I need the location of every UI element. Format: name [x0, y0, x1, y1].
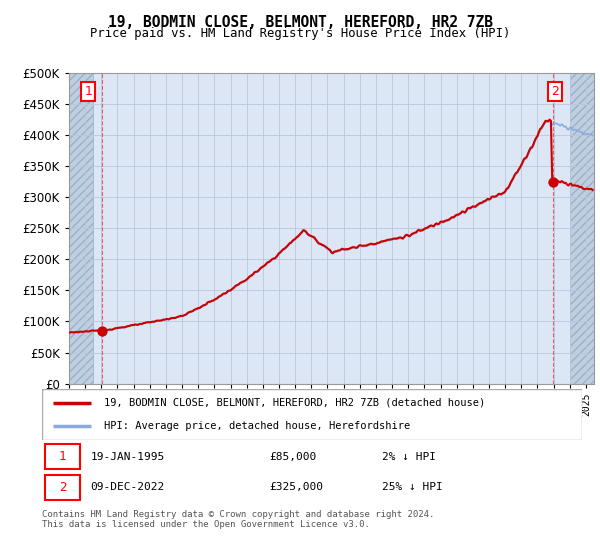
Text: £325,000: £325,000 — [269, 483, 323, 492]
Text: Contains HM Land Registry data © Crown copyright and database right 2024.
This d: Contains HM Land Registry data © Crown c… — [42, 510, 434, 529]
Bar — [69, 73, 93, 384]
Point — [548, 177, 557, 186]
Text: 19, BODMIN CLOSE, BELMONT, HEREFORD, HR2 7ZB: 19, BODMIN CLOSE, BELMONT, HEREFORD, HR2… — [107, 15, 493, 30]
Text: 19-JAN-1995: 19-JAN-1995 — [91, 451, 165, 461]
Bar — [570, 73, 594, 384]
Bar — [45, 444, 80, 469]
Text: 09-DEC-2022: 09-DEC-2022 — [91, 483, 165, 492]
Text: Price paid vs. HM Land Registry's House Price Index (HPI): Price paid vs. HM Land Registry's House … — [90, 27, 510, 40]
Bar — [45, 475, 80, 500]
Text: 19, BODMIN CLOSE, BELMONT, HEREFORD, HR2 7ZB (detached house): 19, BODMIN CLOSE, BELMONT, HEREFORD, HR2… — [104, 398, 485, 408]
Text: 1: 1 — [59, 450, 66, 463]
Text: £85,000: £85,000 — [269, 451, 316, 461]
Text: 2: 2 — [59, 481, 66, 494]
Text: 2: 2 — [551, 85, 559, 98]
Text: 2% ↓ HPI: 2% ↓ HPI — [382, 451, 436, 461]
Text: 25% ↓ HPI: 25% ↓ HPI — [382, 483, 443, 492]
Text: 1: 1 — [85, 85, 92, 98]
Text: HPI: Average price, detached house, Herefordshire: HPI: Average price, detached house, Here… — [104, 421, 410, 431]
Point — [97, 326, 107, 335]
